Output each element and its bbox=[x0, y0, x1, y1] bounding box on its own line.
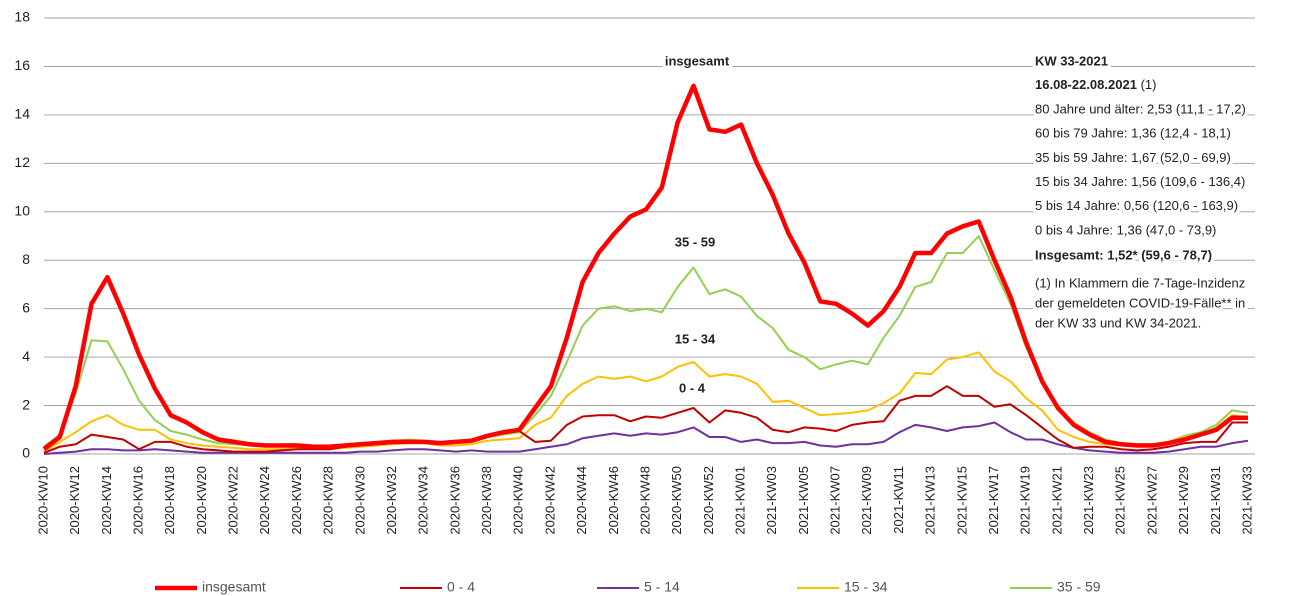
x-tick-label: 2021-KW31 bbox=[1208, 466, 1223, 535]
panel-footnote: (1) In Klammern die 7-Tage-Inzidenz bbox=[1035, 275, 1245, 290]
x-tick-label: 2021-KW05 bbox=[796, 466, 811, 535]
x-tick-label: 2021-KW03 bbox=[764, 466, 779, 535]
legend-label: 5 - 14 bbox=[644, 579, 680, 595]
legend-label: 35 - 59 bbox=[1057, 579, 1101, 595]
x-tick-label: 2020-KW42 bbox=[542, 466, 557, 535]
x-tick-label: 2021-KW01 bbox=[732, 466, 747, 535]
x-tick-label: 2021-KW17 bbox=[986, 466, 1001, 535]
x-tick-label: 2020-KW36 bbox=[447, 466, 462, 535]
y-tick-label: 14 bbox=[14, 106, 30, 122]
y-tick-label: 16 bbox=[14, 57, 30, 73]
x-tick-label: 2020-KW46 bbox=[606, 466, 621, 535]
panel-period: 16.08-22.08.2021 (1) bbox=[1035, 77, 1156, 92]
panel-total: Insgesamt: 1,52* (59,6 - 78,7) bbox=[1035, 247, 1212, 262]
x-tick-label: 2021-KW07 bbox=[828, 466, 843, 535]
x-tick-label: 2020-KW10 bbox=[35, 466, 50, 535]
series-line bbox=[43, 385, 1248, 454]
x-tick-label: 2020-KW22 bbox=[226, 466, 241, 535]
y-tick-label: 8 bbox=[22, 251, 30, 267]
panel-footnote: der KW 33 und KW 34-2021. bbox=[1035, 315, 1201, 330]
annotation: 35 - 59 bbox=[675, 234, 715, 249]
panel-line: 60 bis 79 Jahre: 1,36 (12,4 - 18,1) bbox=[1035, 126, 1231, 141]
panel-line: 15 bis 34 Jahre: 1,56 (109,6 - 136,4) bbox=[1035, 174, 1245, 189]
series-line bbox=[42, 83, 1248, 451]
x-tick-label: 2020-KW26 bbox=[289, 466, 304, 535]
legend-label: 0 - 4 bbox=[447, 579, 475, 595]
x-tick-label: 2021-KW25 bbox=[1113, 466, 1128, 535]
x-tick-label: 2020-KW48 bbox=[637, 466, 652, 535]
x-tick-label: 2021-KW15 bbox=[954, 466, 969, 535]
x-tick-label: 2020-KW40 bbox=[511, 466, 526, 535]
panel-line: 80 Jahre und älter: 2,53 (11,1 - 17,2) bbox=[1035, 101, 1246, 116]
x-tick-label: 2020-KW16 bbox=[130, 466, 145, 535]
x-tick-label: 2020-KW20 bbox=[194, 466, 209, 535]
annotation: 0 - 4 bbox=[679, 380, 706, 395]
x-tick-label: 2020-KW12 bbox=[67, 466, 82, 535]
y-tick-label: 4 bbox=[22, 348, 30, 364]
y-tick-label: 18 bbox=[14, 9, 30, 25]
x-tick-label: 2020-KW50 bbox=[669, 466, 684, 535]
x-tick-label: 2020-KW34 bbox=[416, 466, 431, 535]
y-tick-label: 2 bbox=[22, 396, 30, 412]
x-tick-label: 2021-KW29 bbox=[1176, 466, 1191, 535]
x-tick-label: 2020-KW24 bbox=[257, 466, 272, 535]
panel-period-date: 16.08-22.08.2021 bbox=[1035, 77, 1137, 92]
series-line bbox=[43, 421, 1249, 455]
x-tick-label: 2021-KW19 bbox=[1018, 466, 1033, 535]
x-tick-label: 2020-KW28 bbox=[321, 466, 336, 535]
x-tick-label: 2021-KW21 bbox=[1049, 466, 1064, 535]
x-tick-label: 2020-KW32 bbox=[384, 466, 399, 535]
x-tick-label: 2021-KW27 bbox=[1144, 466, 1159, 535]
x-tick-label: 2021-KW33 bbox=[1239, 466, 1254, 535]
y-tick-label: 10 bbox=[14, 202, 30, 218]
panel-line: 35 bis 59 Jahre: 1,67 (52,0 - 69,9) bbox=[1035, 150, 1231, 165]
x-tick-label: 2020-KW38 bbox=[479, 466, 494, 535]
annotation: insgesamt bbox=[665, 53, 730, 68]
panel-line: 0 bis 4 Jahre: 1,36 (47,0 - 73,9) bbox=[1035, 222, 1216, 237]
series-line bbox=[43, 351, 1249, 453]
x-tick-label: 2021-KW09 bbox=[859, 466, 874, 535]
legend-label: insgesamt bbox=[202, 579, 266, 595]
panel-title: KW 33-2021 bbox=[1035, 53, 1108, 68]
panel-line: 5 bis 14 Jahre: 0,56 (120,6 - 163,9) bbox=[1035, 198, 1238, 213]
panel-period-note: (1) bbox=[1141, 77, 1157, 92]
y-tick-label: 12 bbox=[14, 154, 30, 170]
x-tick-label: 2020-KW52 bbox=[701, 466, 716, 535]
legend-label: 15 - 34 bbox=[844, 579, 888, 595]
x-tick-label: 2020-KW18 bbox=[162, 466, 177, 535]
y-tick-label: 0 bbox=[22, 445, 30, 461]
x-tick-label: 2021-KW11 bbox=[891, 466, 906, 534]
x-tick-label: 2020-KW14 bbox=[99, 466, 114, 535]
y-tick-label: 6 bbox=[22, 299, 30, 315]
x-tick-label: 2021-KW13 bbox=[923, 466, 938, 535]
x-tick-label: 2021-KW23 bbox=[1081, 466, 1096, 535]
annotation: 15 - 34 bbox=[675, 331, 716, 346]
panel-footnote: der gemeldeten COVID-19-Fälle** in bbox=[1035, 295, 1245, 310]
x-tick-label: 2020-KW30 bbox=[352, 466, 367, 535]
x-tick-label: 2020-KW44 bbox=[574, 466, 589, 535]
